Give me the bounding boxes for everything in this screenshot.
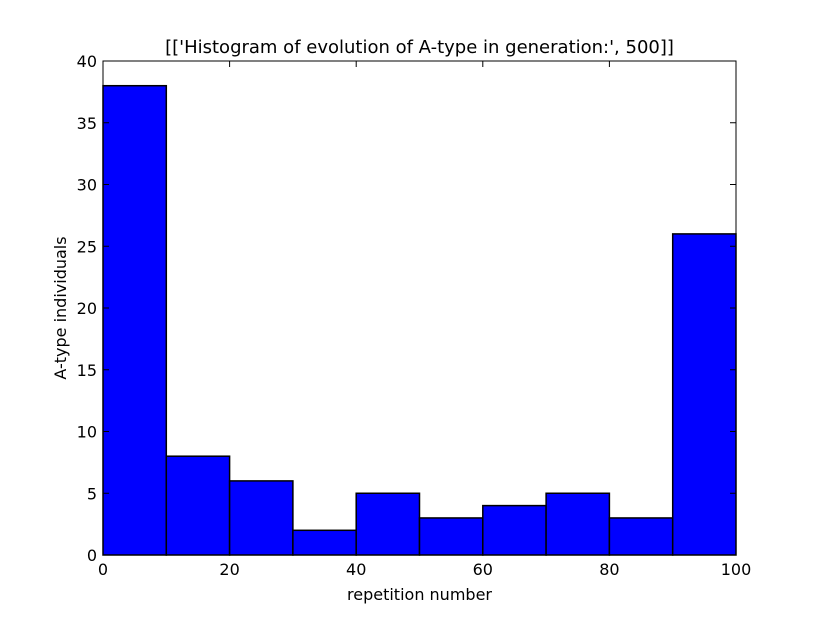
x-tick-label: 80 [599,560,619,579]
x-axis-label: repetition number [347,585,492,604]
chart-title: [['Histogram of evolution of A-type in g… [165,37,674,58]
x-axis-ticks: 0 20 40 60 80 100 [98,61,751,579]
y-tick-label: 25 [77,237,97,256]
y-tick-label: 35 [77,114,97,133]
y-tick-label: 10 [77,423,97,442]
histogram-bar [355,492,421,556]
histogram-bar [545,492,611,556]
histogram-bar [418,517,484,556]
y-tick-label: 5 [87,484,97,503]
histogram-bar [102,84,168,556]
bars-group [102,84,737,556]
histogram-bar [228,480,294,556]
y-tick-label: 30 [77,176,97,195]
x-tick-label: 20 [219,560,239,579]
y-tick-label: 0 [87,546,97,565]
histogram-bar [292,529,357,556]
y-tick-label: 15 [77,361,97,380]
histogram-bar [671,233,737,556]
histogram-bar [608,517,674,556]
x-tick-label: 100 [721,560,752,579]
histogram-bar [165,455,231,556]
y-axis-ticks: 0 5 10 15 20 25 30 35 40 [77,52,736,565]
x-tick-label: 0 [98,560,108,579]
y-tick-label: 20 [77,299,97,318]
x-tick-label: 40 [346,560,366,579]
y-axis-label: A-type individuals [51,236,70,379]
histogram-bar [482,504,547,556]
x-tick-label: 60 [473,560,493,579]
y-tick-label: 40 [77,52,97,71]
